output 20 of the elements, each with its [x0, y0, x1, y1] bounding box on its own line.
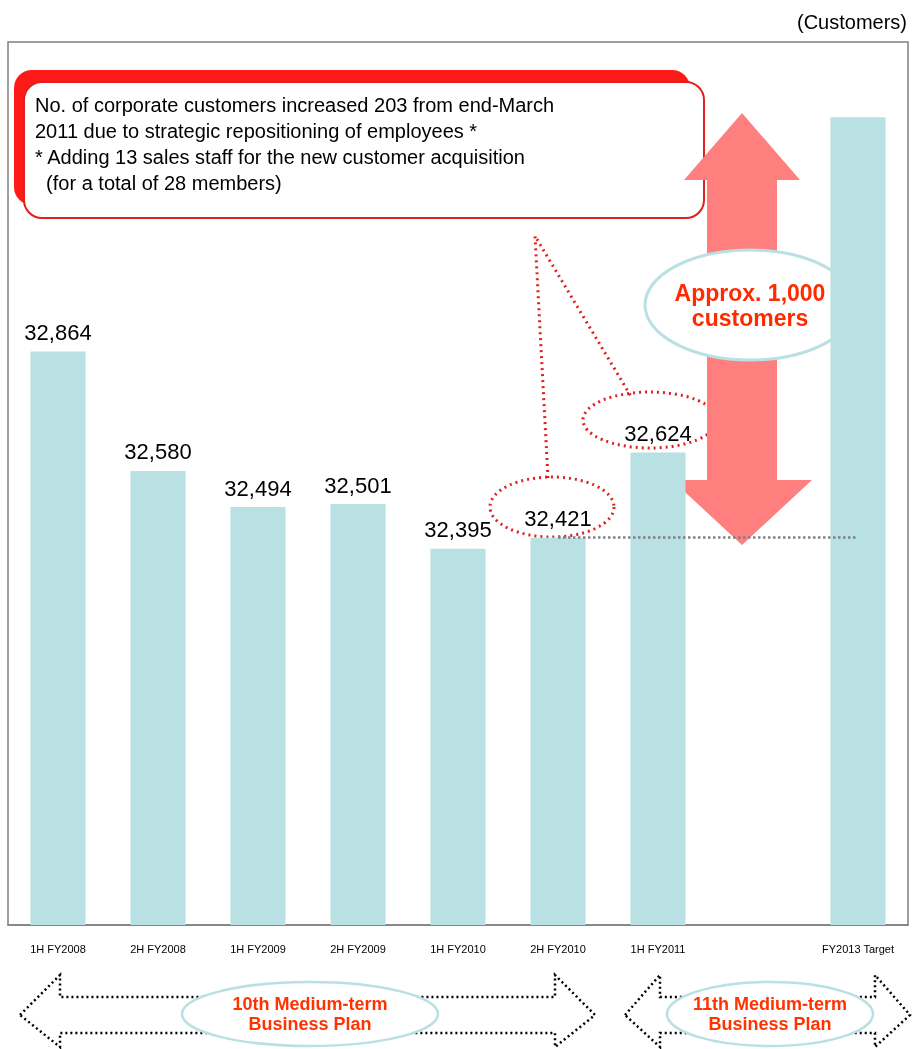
x-tick-label: 2H FY2010 [530, 942, 586, 955]
x-tick-label: 1H FY2011 [630, 942, 686, 955]
data-label: 32,864 [24, 319, 92, 345]
x-tick-label: 1H FY2009 [230, 942, 286, 955]
annotation: No. of corporate customers increased 203 from end-March 2011 due to strategic repositioning of employees * * Adding 13 sales staff for the new customer acquisition (for a total of 28 members) [35, 94, 555, 194]
x-tick-label: 2H FY2009 [330, 942, 386, 955]
x-tick-label: 2H FY2008 [130, 942, 186, 955]
y-axis-title: (Customers) [796, 11, 907, 33]
data-label: 32,494 [224, 475, 292, 501]
text: 11th Medium-term Business Plan [692, 994, 848, 1034]
x-tick-label: 1H FY2008 [30, 942, 86, 955]
data-label: 32,624 [624, 420, 692, 446]
data-label: 32,395 [424, 517, 492, 543]
text: 10th Medium-term Business Plan [232, 994, 388, 1034]
x-tick-label: FY2013 Target [822, 942, 894, 955]
data-label: 32,580 [124, 439, 192, 465]
data-label: 32,501 [324, 472, 392, 498]
data-label: 32,421 [524, 506, 592, 532]
x-tick-label: 1H FY2010 [430, 942, 486, 955]
annotation: Approx. 1,000 customers [674, 279, 826, 331]
